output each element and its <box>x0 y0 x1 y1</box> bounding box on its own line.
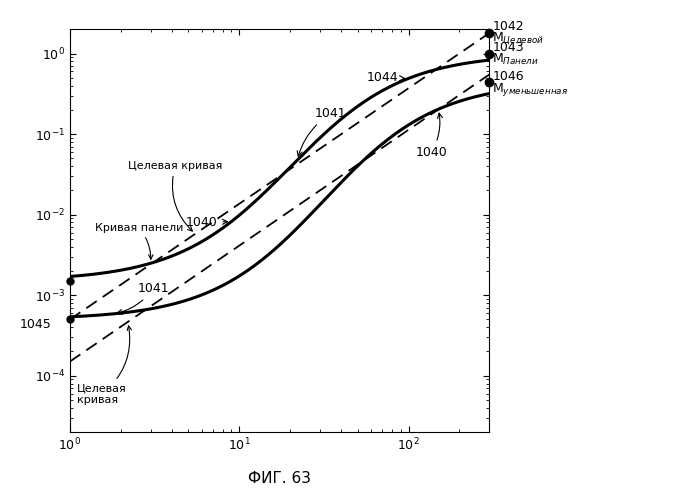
Text: 1043: 1043 <box>492 41 524 55</box>
Text: 1045: 1045 <box>20 318 52 331</box>
Text: 1040: 1040 <box>186 216 227 229</box>
Text: Целевая
кривая: Целевая кривая <box>77 326 131 405</box>
Text: 1042: 1042 <box>492 20 524 32</box>
Text: 1041: 1041 <box>297 107 347 156</box>
Text: Целевая кривая: Целевая кривая <box>128 161 222 231</box>
Text: М$_{Панели}$: М$_{Панели}$ <box>492 52 539 67</box>
Text: М$_{Целевой}$: М$_{Целевой}$ <box>492 30 544 47</box>
Text: 1040: 1040 <box>415 113 447 159</box>
Text: 1046: 1046 <box>492 70 524 83</box>
Text: ФИГ. 63: ФИГ. 63 <box>248 471 311 486</box>
Text: М$_{уменьшенная}$: М$_{уменьшенная}$ <box>492 81 568 98</box>
Text: 1044: 1044 <box>366 71 405 84</box>
Text: 1041: 1041 <box>117 282 169 314</box>
Text: Кривая панели: Кривая панели <box>94 222 183 259</box>
